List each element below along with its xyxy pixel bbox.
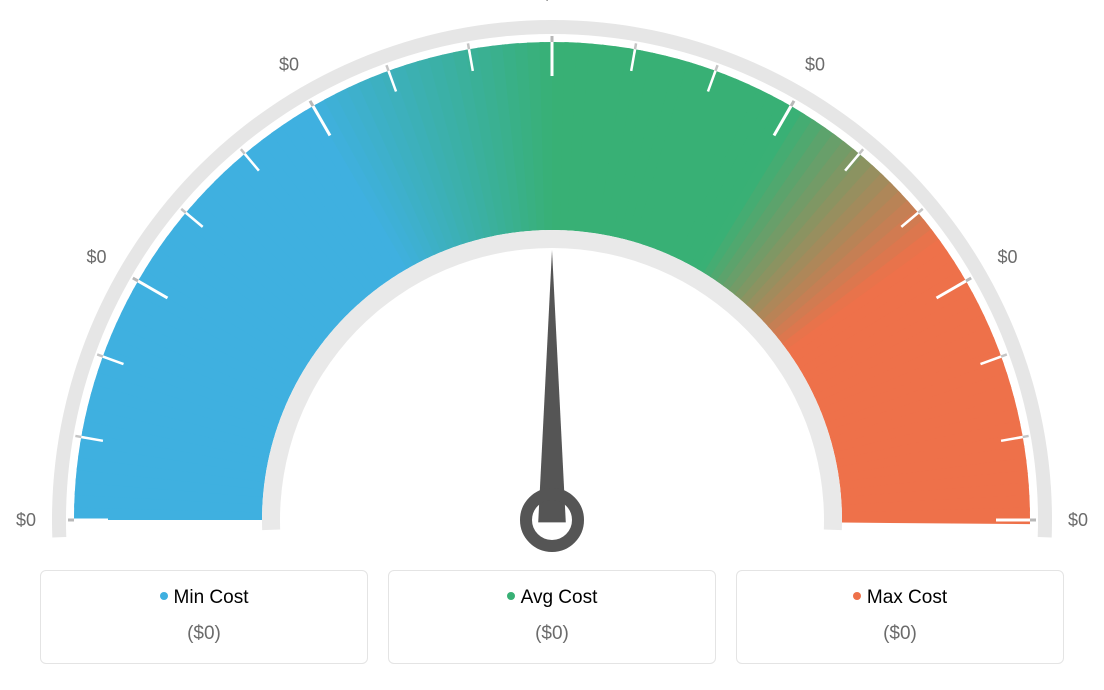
legend-dot-avg	[507, 592, 515, 600]
legend-label-min: Min Cost	[41, 587, 367, 609]
svg-text:$0: $0	[998, 247, 1018, 267]
cost-gauge-container: $0 $0 $0 $0 $0 $0 $0 Min Cost ($0) Avg Cost ($…	[0, 0, 1104, 690]
svg-text:$0: $0	[1068, 510, 1088, 530]
gauge-chart: $0 $0 $0 $0 $0 $0 $0	[0, 0, 1104, 560]
legend-value-min: ($0)	[41, 623, 367, 645]
legend-value-max: ($0)	[737, 623, 1063, 645]
legend-dot-min	[160, 592, 168, 600]
svg-text:$0: $0	[805, 54, 825, 74]
legend-label-max-text: Max Cost	[867, 587, 947, 608]
legend-row: Min Cost ($0) Avg Cost ($0) Max Cost ($0…	[0, 570, 1104, 664]
legend-label-avg-text: Avg Cost	[521, 587, 598, 608]
legend-label-min-text: Min Cost	[174, 587, 249, 608]
svg-text:$0: $0	[16, 510, 36, 530]
svg-text:$0: $0	[86, 247, 106, 267]
legend-label-max: Max Cost	[737, 587, 1063, 609]
legend-card-max: Max Cost ($0)	[736, 570, 1064, 664]
legend-dot-max	[853, 592, 861, 600]
svg-text:$0: $0	[542, 0, 562, 4]
legend-value-avg: ($0)	[389, 623, 715, 645]
legend-card-avg: Avg Cost ($0)	[388, 570, 716, 664]
svg-text:$0: $0	[279, 54, 299, 74]
legend-card-min: Min Cost ($0)	[40, 570, 368, 664]
legend-label-avg: Avg Cost	[389, 587, 715, 609]
gauge-svg: $0 $0 $0 $0 $0 $0 $0	[0, 0, 1104, 560]
